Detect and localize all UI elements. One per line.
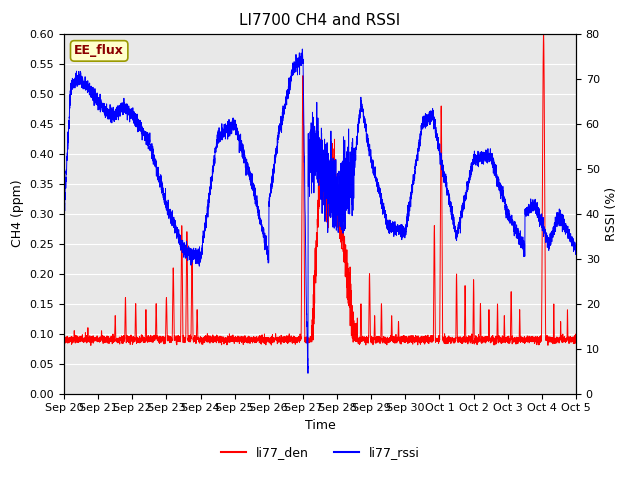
li77_rssi <box>153 168 161 174</box>
li77_den <box>393 336 401 341</box>
li77_den <box>540 31 547 37</box>
li77_den <box>87 343 95 348</box>
li77_den <box>256 333 264 338</box>
li77_den <box>367 337 375 343</box>
Y-axis label: CH4 (ppm): CH4 (ppm) <box>11 180 24 247</box>
Line: li77_rssi: li77_rssi <box>64 49 576 373</box>
Y-axis label: RSSI (%): RSSI (%) <box>605 187 618 240</box>
li77_rssi <box>367 157 375 163</box>
Legend: li77_den, li77_rssi: li77_den, li77_rssi <box>216 441 424 464</box>
li77_den <box>481 338 489 344</box>
li77_den <box>442 338 450 344</box>
li77_rssi <box>481 158 489 164</box>
Text: EE_flux: EE_flux <box>74 44 124 58</box>
li77_rssi <box>60 211 68 217</box>
Line: li77_den: li77_den <box>64 34 576 346</box>
li77_rssi <box>442 183 450 189</box>
li77_rssi <box>298 46 306 52</box>
li77_den <box>153 333 161 338</box>
li77_rssi <box>572 248 580 254</box>
li77_rssi <box>394 225 401 230</box>
li77_rssi <box>304 371 312 376</box>
X-axis label: Time: Time <box>305 419 335 432</box>
Title: LI7700 CH4 and RSSI: LI7700 CH4 and RSSI <box>239 13 401 28</box>
li77_rssi <box>256 213 264 218</box>
li77_den <box>60 336 68 342</box>
li77_den <box>572 338 580 344</box>
